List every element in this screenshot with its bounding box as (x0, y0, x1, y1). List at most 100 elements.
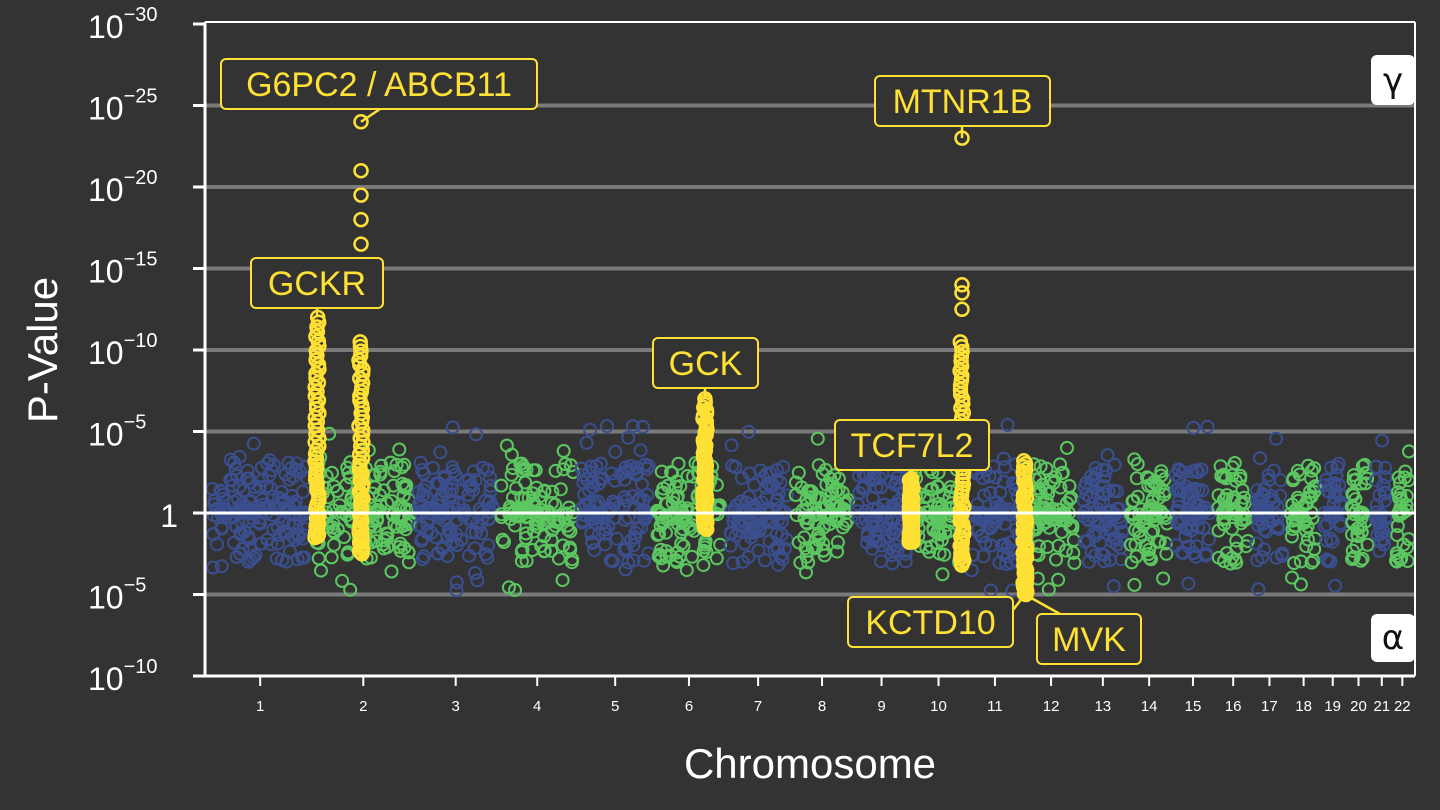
data-point (462, 548, 476, 563)
data-point (295, 550, 310, 565)
annotation-box (1036, 613, 1142, 665)
data-point (789, 475, 803, 490)
data-point (679, 563, 694, 578)
data-point (387, 464, 402, 479)
data-point (608, 444, 623, 459)
data-point (1317, 478, 1332, 493)
data-point (1251, 582, 1266, 597)
annotation-box (250, 257, 384, 309)
data-point (678, 516, 693, 531)
data-point (1096, 495, 1111, 510)
data-point (1082, 554, 1096, 569)
data-point (659, 549, 674, 564)
data-point (392, 442, 407, 457)
data-point (1150, 534, 1165, 549)
data-point (506, 461, 520, 476)
data-point (1392, 491, 1407, 506)
data-point (1304, 463, 1319, 478)
data-point (480, 462, 495, 477)
data-point (416, 466, 431, 481)
data-point (321, 490, 336, 505)
data-point (265, 489, 280, 504)
data-point (590, 494, 605, 509)
x-tick-label: 4 (533, 698, 541, 715)
data-point (741, 550, 756, 564)
data-point (799, 549, 814, 564)
upper-panel-badge: γ (1371, 55, 1415, 105)
highlight-point (353, 211, 369, 228)
data-point (1176, 546, 1191, 560)
x-tick-label: 1 (256, 698, 264, 715)
data-point (373, 467, 388, 482)
data-point (800, 516, 815, 531)
data-point (1084, 478, 1099, 493)
annotation-leader (1024, 593, 1061, 616)
data-point (920, 489, 935, 504)
x-tick-label: 11 (987, 698, 1003, 715)
data-point (1360, 537, 1375, 552)
data-point (1132, 514, 1147, 529)
data-point (375, 537, 390, 552)
data-point (254, 536, 269, 551)
data-point (274, 492, 289, 507)
data-point (598, 526, 613, 541)
data-point (495, 532, 510, 547)
data-point (629, 460, 644, 475)
data-point (584, 459, 599, 474)
data-point (1106, 579, 1121, 594)
gene-name: MTNR1B (893, 83, 1033, 121)
gene-label-mvk: MVK (1024, 593, 1142, 665)
data-point (830, 544, 845, 559)
data-point (1186, 420, 1201, 435)
data-point (630, 521, 645, 536)
data-point (445, 420, 460, 435)
data-point (746, 521, 761, 536)
data-point (723, 525, 738, 540)
data-point (272, 527, 287, 542)
data-point (506, 490, 520, 505)
x-tick-labels: 1 2 3 4 5 6 7 8 9 10 11 12 13 14 15 16 17 18 19 20 21 22 (256, 676, 1411, 715)
data-point (1195, 483, 1210, 498)
data-point (1320, 554, 1335, 569)
data-point (243, 552, 258, 567)
data-point (1240, 534, 1255, 548)
data-point (1299, 539, 1314, 554)
data-point (555, 573, 570, 588)
data-point (435, 487, 450, 502)
data-point (1041, 582, 1056, 597)
data-point (501, 580, 516, 595)
data-point (749, 508, 764, 523)
data-point (456, 508, 471, 523)
data-point (242, 471, 257, 486)
data-point (397, 540, 412, 555)
data-point (1062, 492, 1077, 507)
data-point (865, 541, 880, 556)
data-point (1159, 546, 1174, 561)
data-point (537, 529, 552, 544)
data-point (380, 496, 395, 511)
y-tick-label: 10−10 (88, 330, 158, 371)
data-point (515, 542, 530, 557)
highlight-point (952, 334, 969, 350)
data-point (640, 487, 655, 502)
data-point (751, 543, 766, 558)
data-point (709, 551, 724, 566)
data-point (544, 533, 559, 548)
data-point (977, 488, 992, 503)
data-point (214, 484, 228, 499)
data-point (577, 508, 592, 523)
data-point (1000, 418, 1015, 432)
highlight-point (1015, 464, 1031, 481)
data-point (519, 526, 533, 541)
data-point (1130, 457, 1145, 472)
data-point (1369, 498, 1384, 513)
x-tick-label: 9 (877, 698, 885, 715)
data-point (1058, 543, 1073, 558)
highlight-point (354, 527, 370, 544)
annotation-box (652, 337, 759, 389)
data-point (1346, 473, 1361, 488)
data-point (1253, 451, 1267, 466)
data-point (1355, 551, 1370, 566)
data-point (469, 427, 484, 442)
x-tick-label: 7 (754, 698, 762, 715)
